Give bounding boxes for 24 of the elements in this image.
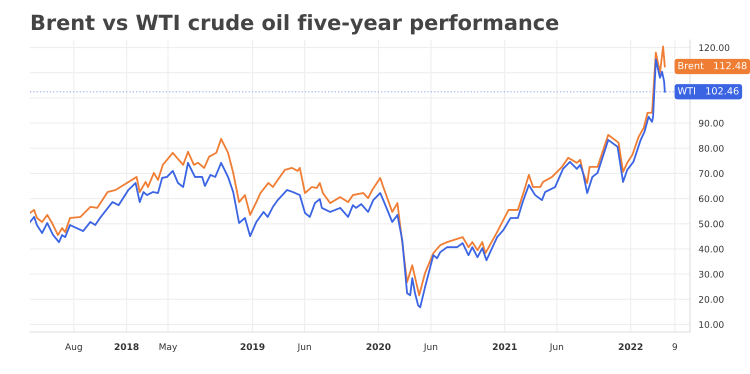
text: Brent 112.48 <box>678 62 747 70</box>
x-tick-label: 2019 <box>240 343 265 350</box>
y-tick-label: 70.00 <box>699 170 724 177</box>
y-tick-label: 50.00 <box>699 220 724 228</box>
x-tick-label: 2020 <box>366 343 391 350</box>
y-tick-label: 120.00 <box>699 44 730 52</box>
y-tick-label: 90.00 <box>698 120 724 127</box>
x-tick-label: 9 <box>672 343 678 350</box>
y-tick-label: 80.00 <box>698 144 724 152</box>
x-tick-label: Jun <box>549 343 564 352</box>
x-tick-label: 2018 <box>114 343 139 350</box>
y-tick-label: 60.00 <box>698 195 724 202</box>
y-tick-label: 40.00 <box>698 246 724 252</box>
x-tick-label: Jun <box>423 343 438 352</box>
x-tick-label: Aug <box>65 343 82 352</box>
text: WTI 102.46 <box>678 87 739 95</box>
y-tick-label: 30.00 <box>699 270 724 278</box>
chart-title: Brent vs WTI crude oil five-year performance <box>32 14 558 34</box>
x-tick-label: 2021 <box>492 343 517 350</box>
x-tick-label: Jun <box>297 343 311 352</box>
x-tick-label: 2022 <box>618 343 642 350</box>
x-tick-label: May <box>160 343 178 352</box>
y-tick-label: 10.00 <box>699 321 724 328</box>
y-tick-label: 20.00 <box>698 296 724 303</box>
